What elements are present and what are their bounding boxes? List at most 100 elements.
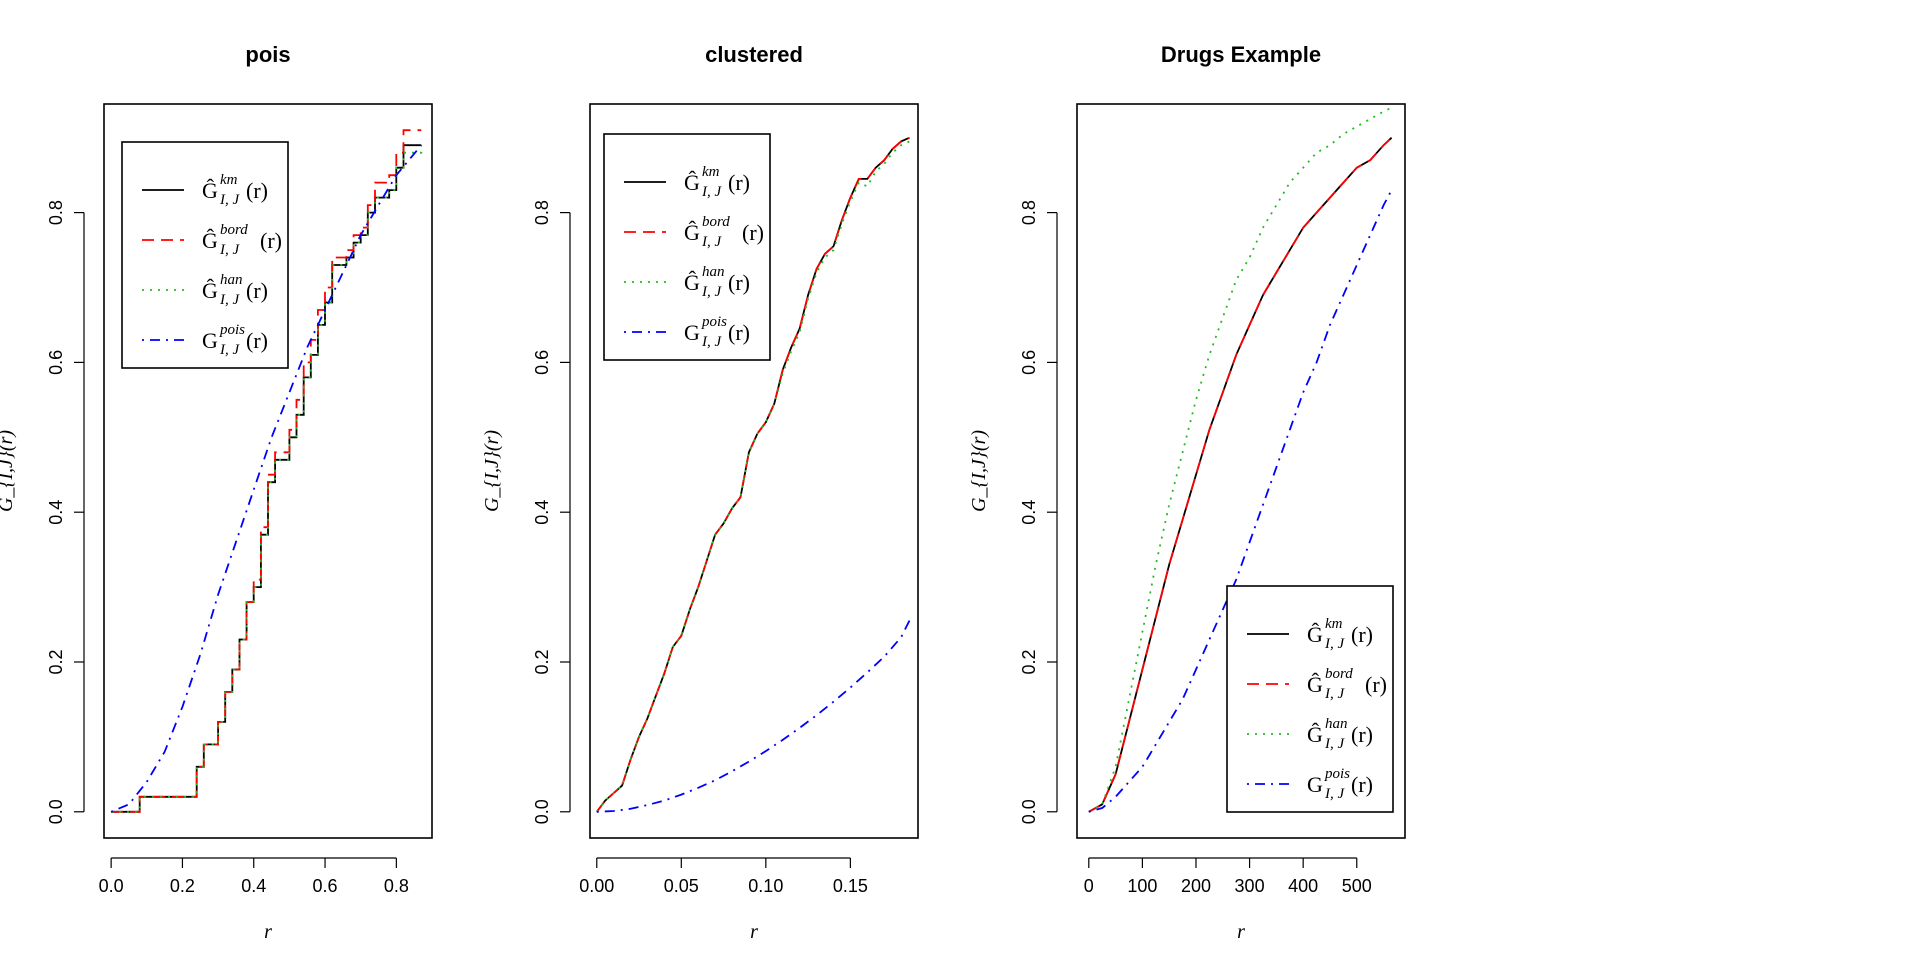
x-axis-label: r <box>1237 921 1245 943</box>
legend-superscript: pois <box>1324 766 1350 782</box>
x-tick-label: 300 <box>1235 876 1265 896</box>
legend-superscript: km <box>1325 616 1343 632</box>
y-tick-label: 0.4 <box>1019 500 1039 525</box>
legend-argument: (r) <box>728 270 750 295</box>
x-axis: 0.00 0.05 0.10 0.15 r <box>579 857 868 943</box>
y-axis: 0.0 0.2 0.4 0.6 0.8 G_{I,J}(r) <box>481 200 571 824</box>
legend-symbol: Ĝ <box>1307 672 1323 697</box>
y-tick-label: 0.4 <box>46 500 66 525</box>
legend-argument: (r) <box>742 220 764 245</box>
plot-frame <box>103 103 433 839</box>
x-tick-label: 0.00 <box>579 876 614 896</box>
series-line-pois <box>1088 189 1393 813</box>
legend-symbol: Ĝ <box>202 178 218 203</box>
chart-panel-1: pois 0.0 0.2 0.4 0.6 0.8 r 0.0 0.2 0.4 0.6 0.8 G_{I,… <box>0 42 433 943</box>
legend-subscript: I, J <box>219 192 240 208</box>
x-axis: 0 100 200 300 400 500 r <box>1084 857 1372 943</box>
y-tick-label: 0.0 <box>1019 799 1039 824</box>
x-axis-label: r <box>264 921 272 943</box>
series-line-bord <box>111 129 422 813</box>
y-tick-label: 0.6 <box>46 350 66 375</box>
legend-argument: (r) <box>1351 722 1373 747</box>
y-tick-label: 0.6 <box>1019 350 1039 375</box>
legend-symbol: Ĝ <box>1307 622 1323 647</box>
legend-superscript: bord <box>220 222 248 238</box>
legend-superscript: han <box>1325 716 1348 732</box>
x-tick-label: 0.10 <box>748 876 783 896</box>
chart-title: pois <box>245 42 290 67</box>
legend-subscript: I, J <box>219 292 240 308</box>
chart-title: clustered <box>705 42 803 67</box>
legend-symbol: Ĝ <box>684 170 700 195</box>
x-axis: 0.0 0.2 0.4 0.6 0.8 r <box>99 857 409 943</box>
x-tick-label: 0 <box>1084 876 1094 896</box>
legend-superscript: han <box>220 272 243 288</box>
x-tick-label: 0.05 <box>664 876 699 896</box>
legend-superscript: pois <box>701 314 727 330</box>
x-tick-label: 100 <box>1127 876 1157 896</box>
legend-argument: (r) <box>260 228 282 253</box>
series-line-bord <box>1088 137 1393 813</box>
legend-subscript: I, J <box>219 342 240 358</box>
legend-superscript: km <box>220 172 238 188</box>
x-axis-label: r <box>750 921 758 943</box>
x-tick-label: 0.8 <box>384 876 409 896</box>
series-line-han <box>111 145 423 813</box>
legend-box <box>603 133 771 361</box>
legend-symbol: Ĝ <box>202 228 218 253</box>
plot-frame <box>589 103 919 839</box>
legend-symbol: G <box>1307 772 1323 797</box>
x-tick-label: 0.2 <box>170 876 195 896</box>
legend-subscript: I, J <box>1324 686 1345 702</box>
x-tick-label: 400 <box>1288 876 1318 896</box>
legend-subscript: I, J <box>1324 786 1345 802</box>
y-tick-label: 0.2 <box>532 649 552 674</box>
legend-subscript: I, J <box>701 184 722 200</box>
legend-subscript: I, J <box>1324 736 1345 752</box>
x-tick-label: 200 <box>1181 876 1211 896</box>
y-axis-label: G_{I,J}(r) <box>968 430 990 512</box>
legend-box <box>1226 585 1394 813</box>
legend-symbol: G <box>202 328 218 353</box>
series-line-han <box>596 140 910 813</box>
y-axis-label: G_{I,J}(r) <box>0 430 17 512</box>
legend-superscript: han <box>702 264 725 280</box>
legend-subscript: I, J <box>701 334 722 350</box>
y-tick-label: 0.8 <box>532 200 552 225</box>
legend-subscript: I, J <box>701 284 722 300</box>
x-tick-label: 0.4 <box>241 876 266 896</box>
plot-frame <box>1076 103 1406 839</box>
series-line-bord <box>596 136 910 813</box>
y-axis-label: G_{I,J}(r) <box>481 430 503 512</box>
legend-symbol: Ĝ <box>1307 722 1323 747</box>
legend-argument: (r) <box>246 328 268 353</box>
x-tick-label: 0.0 <box>99 876 124 896</box>
y-tick-label: 0.4 <box>532 500 552 525</box>
y-axis: 0.0 0.2 0.4 0.6 0.8 G_{I,J}(r) <box>968 200 1058 824</box>
legend-argument: (r) <box>1365 672 1387 697</box>
legend-superscript: pois <box>219 322 245 338</box>
y-tick-label: 0.0 <box>532 799 552 824</box>
y-tick-label: 0.8 <box>46 200 66 225</box>
x-tick-label: 0.15 <box>833 876 868 896</box>
legend-box <box>121 141 289 369</box>
legend-superscript: km <box>702 164 720 180</box>
y-tick-label: 0.2 <box>46 649 66 674</box>
legend-argument: (r) <box>246 278 268 303</box>
